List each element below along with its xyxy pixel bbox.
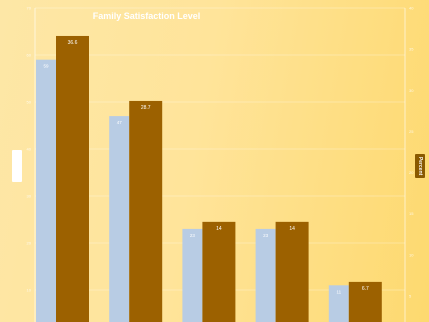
bar-series-2 bbox=[275, 221, 309, 322]
right-axis-ticks: 5 10 15 20 25 30 35 40 bbox=[409, 6, 414, 299]
left-tick-label: 60 bbox=[27, 53, 32, 58]
left-axis-label bbox=[12, 150, 22, 182]
bars bbox=[36, 35, 382, 322]
left-tick-label: 70 bbox=[27, 6, 32, 11]
right-axis-label-text: Percent bbox=[417, 156, 423, 176]
bar-series-2 bbox=[56, 35, 89, 322]
bar-series-2 bbox=[129, 100, 163, 322]
bar-series-1 bbox=[182, 228, 203, 322]
left-tick-label: 30 bbox=[27, 194, 32, 199]
right-tick-label: 30 bbox=[409, 88, 414, 93]
data-label-series-1: 23 bbox=[263, 233, 269, 238]
right-axis-label: Percent bbox=[415, 154, 425, 178]
right-tick-label: 5 bbox=[409, 293, 412, 298]
right-tick-label: 20 bbox=[409, 170, 414, 175]
grid-lines bbox=[34, 7, 406, 322]
bar-series-2 bbox=[202, 221, 236, 322]
data-label-series-2: 6.7 bbox=[362, 286, 369, 292]
right-tick-label: 40 bbox=[409, 6, 414, 11]
data-label-series-2: 14 bbox=[289, 226, 295, 232]
right-tick-label: 35 bbox=[409, 47, 414, 52]
data-label-series-2: 36.6 bbox=[68, 40, 78, 46]
data-label-series-1: 11 bbox=[336, 289, 341, 294]
left-axis-ticks: 10 20 30 40 50 60 70 bbox=[27, 6, 32, 293]
bar-series-1 bbox=[109, 116, 130, 322]
bar-series-1 bbox=[36, 59, 56, 322]
bar-series-2 bbox=[348, 281, 382, 322]
left-tick-label: 50 bbox=[27, 100, 32, 105]
data-label-series-1: 59 bbox=[43, 64, 49, 69]
bar-series-1 bbox=[255, 228, 276, 322]
left-tick-label: 10 bbox=[27, 288, 32, 293]
data-label-series-2: 28.7 bbox=[141, 105, 151, 111]
data-label-series-1: 47 bbox=[117, 120, 123, 125]
bar-series-1 bbox=[328, 285, 349, 322]
data-labels: 59 36.6 47 28.7 23 14 23 14 11 6.7 bbox=[43, 40, 369, 294]
right-tick-label: 25 bbox=[409, 129, 414, 134]
left-tick-label: 20 bbox=[27, 241, 32, 246]
data-label-series-1: 23 bbox=[190, 233, 196, 238]
right-tick-label: 10 bbox=[409, 252, 414, 257]
data-label-series-2: 14 bbox=[216, 226, 222, 232]
right-tick-label: 15 bbox=[409, 211, 414, 216]
left-tick-label: 40 bbox=[27, 147, 32, 152]
